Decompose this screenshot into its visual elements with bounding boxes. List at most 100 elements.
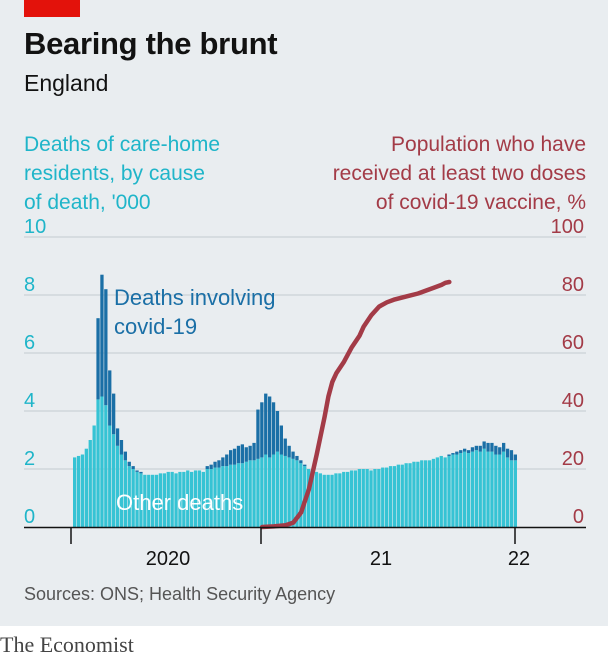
covid-deaths-bar (244, 447, 248, 462)
other-deaths-bar (197, 470, 202, 527)
other-deaths-bar (373, 469, 377, 527)
other-deaths-bar (115, 445, 120, 527)
other-deaths-bar (502, 451, 506, 527)
covid-deaths-bar (271, 402, 276, 455)
covid-deaths-bar (494, 445, 498, 455)
x-tick-label: 21 (370, 548, 392, 570)
other-deaths-bar (76, 455, 81, 527)
other-deaths-bar (291, 458, 295, 527)
other-deaths-bar (490, 451, 494, 527)
source-note: Sources: ONS; Health Security Agency (24, 584, 336, 604)
covid-deaths-bar (291, 451, 295, 459)
right-tick-label: 0 (573, 506, 584, 528)
other-deaths-bar (314, 471, 319, 527)
other-deaths-bar (201, 471, 205, 527)
covid-deaths-bar (466, 450, 471, 454)
covid-deaths-bar (505, 448, 510, 458)
covid-deaths-bar (509, 450, 514, 461)
covid-deaths-bar (264, 393, 268, 455)
right-axis-label: Population who have received at least tw… (266, 130, 586, 217)
other-deaths-bar (408, 463, 412, 527)
other-deaths-bar (474, 450, 478, 527)
covid-deaths-bar (240, 444, 244, 464)
other-deaths-bar (404, 463, 408, 527)
covid-deaths-bar (463, 448, 467, 452)
other-deaths-bar (459, 453, 463, 527)
other-deaths-bar (470, 451, 475, 527)
covid-deaths-bar (225, 454, 229, 467)
other-deaths-bar (108, 425, 112, 527)
other-deaths-bar (80, 454, 85, 527)
annotations-group: Deaths involving covid-19 Other deaths (114, 285, 275, 515)
other-deaths-bar (225, 466, 229, 527)
covid-deaths-bar (287, 445, 291, 458)
other-deaths-bar (498, 454, 502, 527)
other-deaths-bar (287, 457, 291, 527)
covid-annotation-line2: covid-19 (114, 314, 197, 339)
brand-footer (0, 626, 608, 662)
other-deaths-bar (346, 471, 350, 527)
other-deaths-bar (326, 474, 330, 527)
other-deaths-bar (342, 471, 346, 527)
other-deaths-bar (381, 467, 385, 527)
brand-red-tab (24, 0, 80, 17)
covid-deaths-bar (209, 464, 213, 469)
right-tick-label: 20 (562, 448, 584, 470)
right-axis-label-line: received at least two doses (332, 162, 586, 185)
left-axis-label-line: Deaths of care-home (24, 133, 221, 156)
covid-deaths-bar (248, 445, 252, 461)
other-deaths-bar (147, 474, 151, 527)
covid-deaths-bar (229, 450, 233, 465)
other-deaths-bar (244, 461, 248, 527)
vaccine-series-line (259, 279, 452, 530)
covid-deaths-bar (115, 428, 120, 446)
bars-group (73, 274, 517, 527)
covid-annotation-line1: Deaths involving (114, 285, 275, 310)
other-deaths-bar (127, 466, 131, 527)
other-deaths-bar (439, 455, 443, 527)
other-deaths-bar (229, 464, 233, 527)
covid-deaths-bar (127, 461, 131, 467)
covid-deaths-bar (498, 447, 502, 455)
covid-deaths-bar (490, 442, 494, 452)
left-axis-label-line: residents, by cause (24, 162, 205, 185)
other-deaths-bar (513, 460, 517, 527)
covid-deaths-bar (482, 441, 486, 449)
other-deaths-bar (73, 457, 77, 527)
other-deaths-bar (431, 458, 436, 527)
other-deaths-bar (478, 451, 482, 527)
covid-deaths-bar (205, 466, 209, 469)
other-deaths-bar (307, 469, 311, 527)
other-deaths-bar (466, 453, 471, 527)
covid-deaths-bar (279, 425, 283, 455)
chart-title: Bearing the brunt (24, 26, 278, 61)
other-deaths-bar (486, 451, 490, 527)
other-deaths-bar (166, 471, 170, 527)
covid-deaths-bar (299, 460, 303, 464)
other-deaths-bar (377, 469, 381, 527)
covid-deaths-bar (135, 470, 139, 472)
other-deaths-bar (88, 440, 92, 527)
other-deaths-bar (505, 457, 510, 527)
right-tick-label: 60 (562, 332, 584, 354)
other-deaths-bar (162, 473, 166, 527)
other-deaths-bar (427, 460, 432, 527)
covid-deaths-bar (451, 453, 455, 455)
other-deaths-bar (104, 405, 108, 527)
covid-deaths-bar (260, 402, 264, 458)
other-deaths-bar (322, 474, 326, 527)
left-tick-label: 6 (24, 332, 35, 354)
other-deaths-bar (112, 434, 116, 527)
other-deaths-bar (349, 470, 354, 527)
other-deaths-bar (205, 469, 209, 527)
other-deaths-bar (236, 463, 241, 527)
other-deaths-bar (295, 460, 299, 527)
other-deaths-bar (100, 396, 104, 527)
other-deaths-bar (271, 454, 276, 527)
other-deaths-bar (174, 473, 178, 527)
left-tick-label: 4 (24, 390, 35, 412)
right-tick-label: 80 (562, 274, 584, 296)
covid-deaths-bar (502, 442, 506, 452)
other-deaths-bar (92, 425, 96, 527)
